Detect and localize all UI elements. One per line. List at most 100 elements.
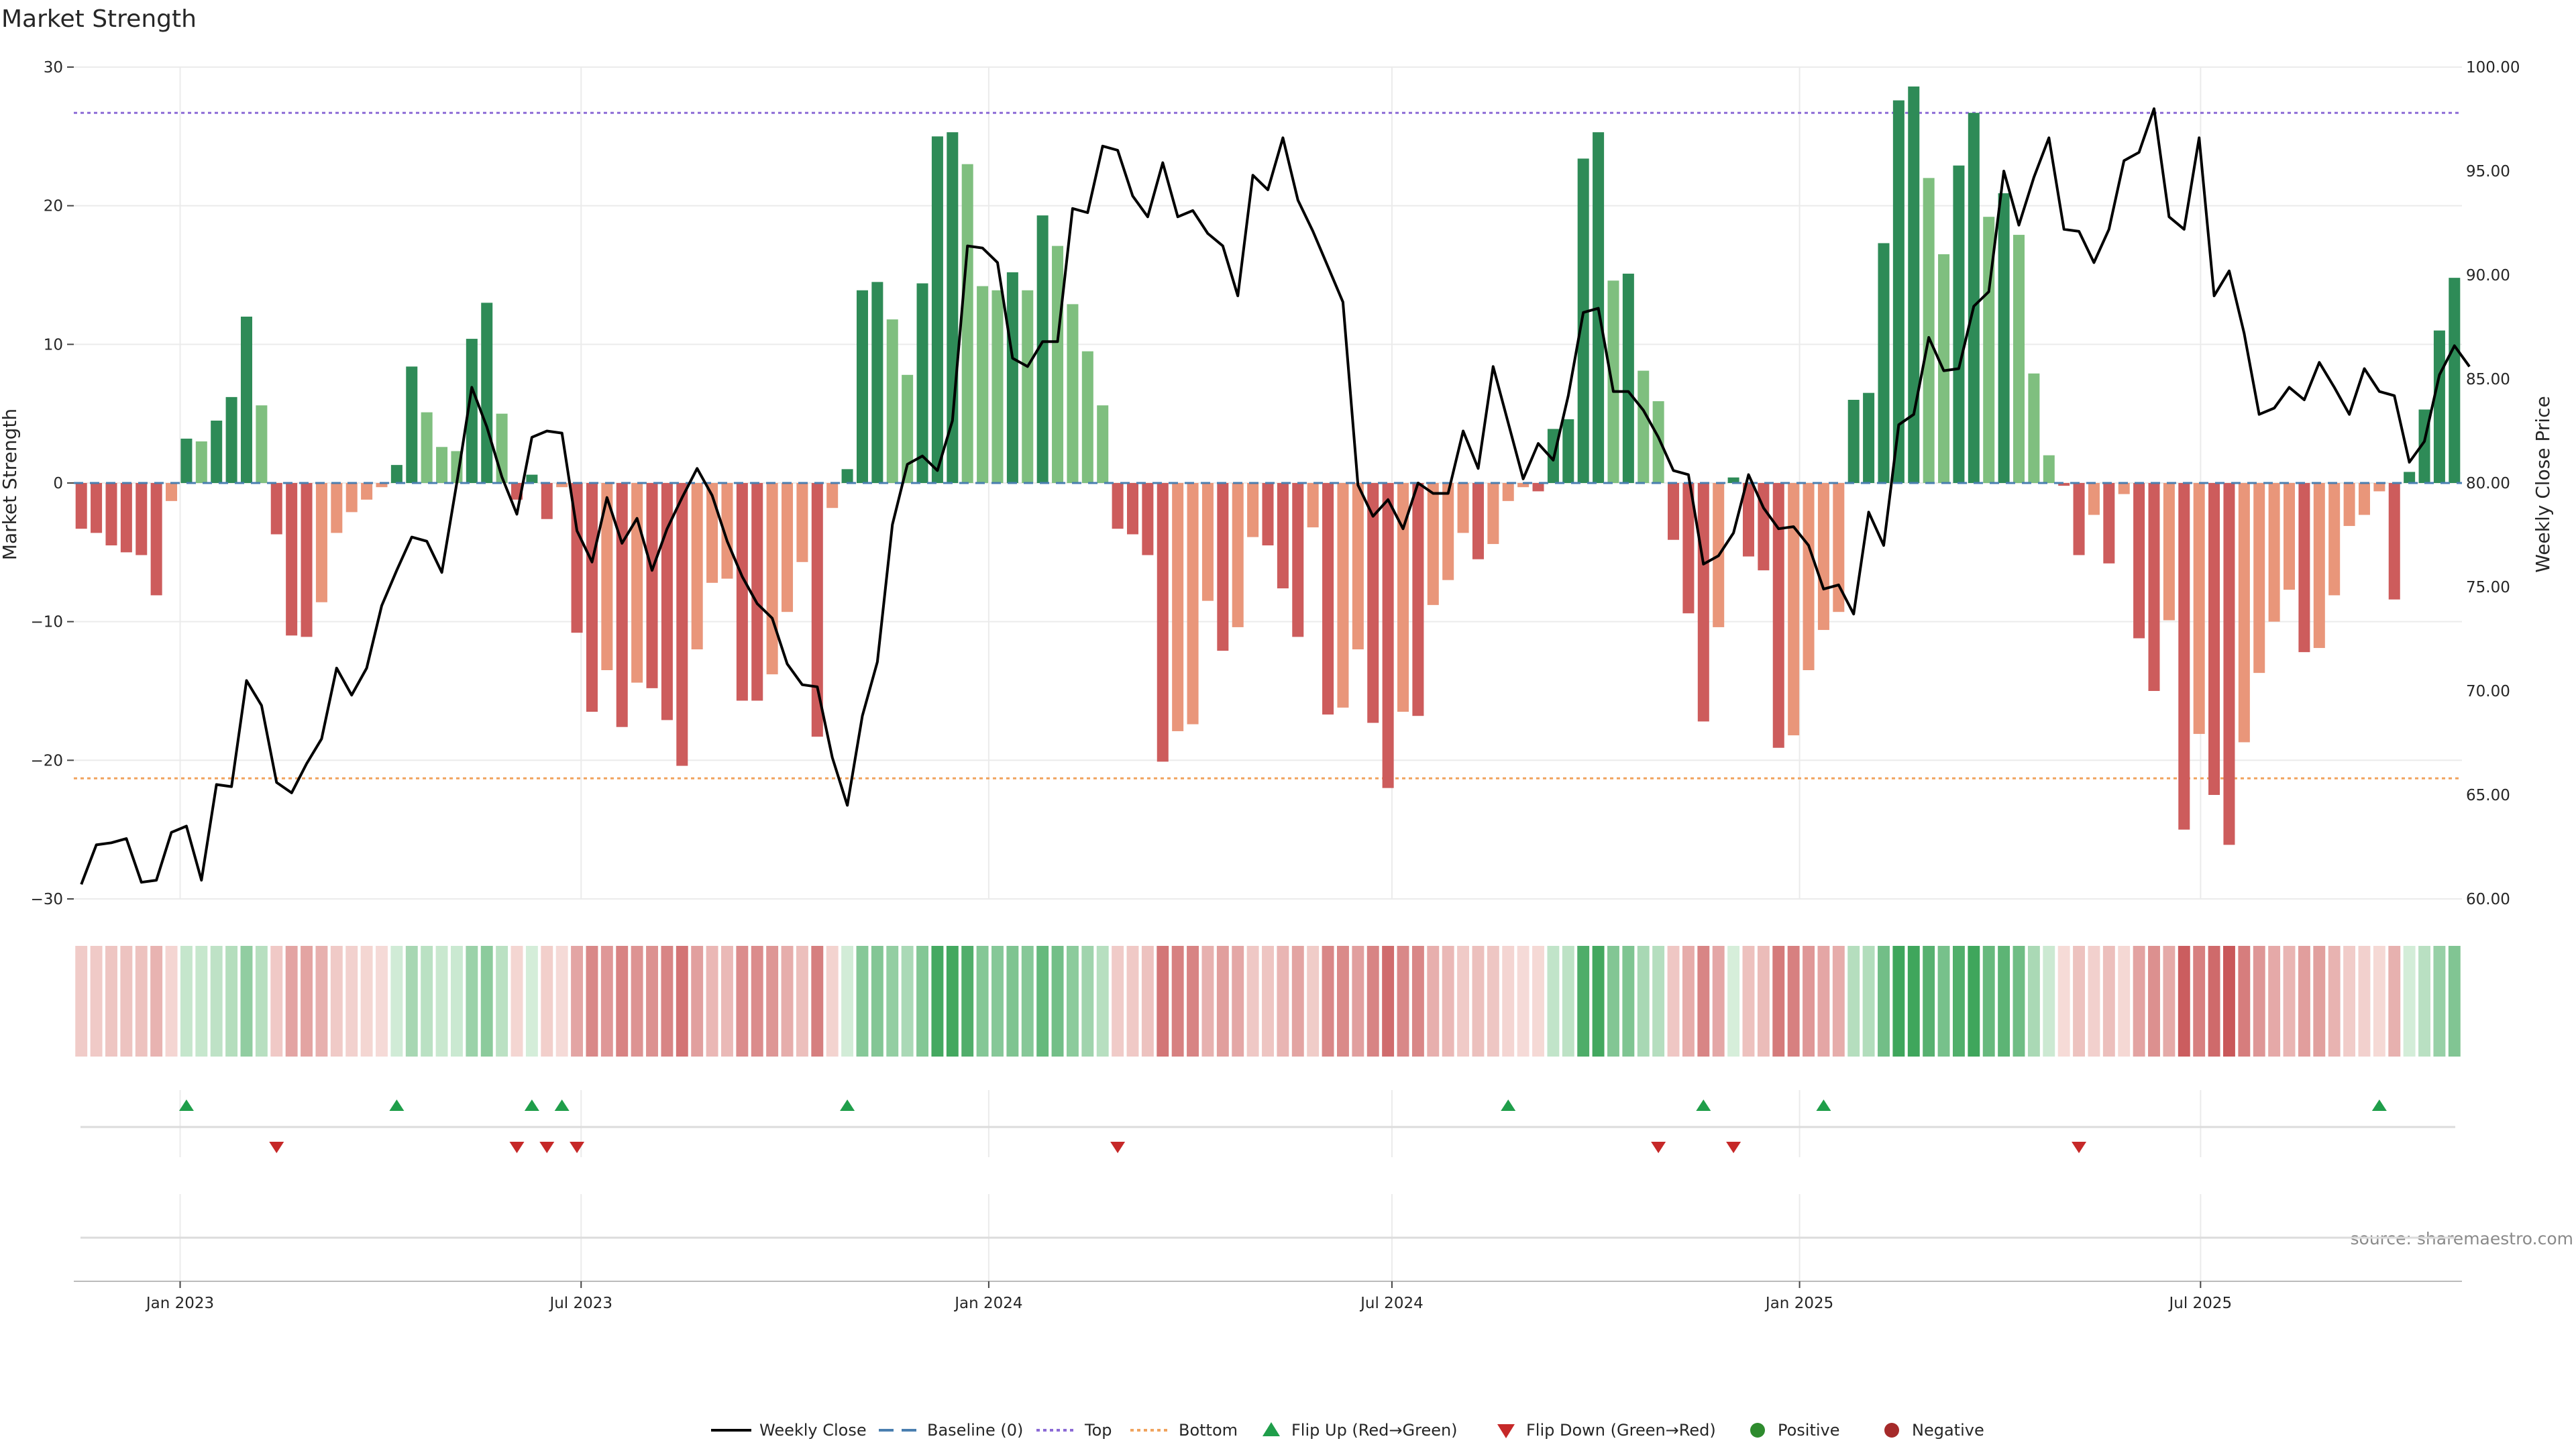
heat-cell — [376, 946, 388, 1057]
strength-bar — [826, 483, 839, 508]
heat-cell — [466, 946, 478, 1057]
strength-bar — [1262, 483, 1274, 545]
price-line — [80, 107, 2471, 885]
heat-cell — [721, 946, 733, 1057]
strength-bar — [2148, 483, 2160, 691]
flip-up-marker — [524, 1099, 539, 1111]
heat-cell — [736, 946, 749, 1057]
heat-cell — [2193, 946, 2206, 1057]
heat-cell — [1637, 946, 1650, 1057]
grid-lines — [74, 66, 2462, 1281]
strength-bar — [1412, 483, 1424, 716]
flip-down-marker — [269, 1142, 284, 1153]
heat-cell — [1968, 946, 1980, 1057]
heat-cell — [315, 946, 328, 1057]
strength-bar — [541, 483, 553, 519]
heat-cell — [450, 946, 463, 1057]
strength-bar — [1847, 400, 1860, 483]
heat-cell — [1817, 946, 1830, 1057]
strength-bar — [2012, 235, 2025, 483]
heat-cell — [1141, 946, 1154, 1057]
heat-cell — [210, 946, 223, 1057]
heat-cell — [2358, 946, 2371, 1057]
heat-cell — [600, 946, 613, 1057]
strength-bar — [1668, 483, 1680, 540]
heat-strip — [75, 946, 2461, 1057]
strength-bar — [961, 164, 973, 483]
strength-bar — [1307, 483, 1319, 528]
strength-bar — [2073, 483, 2085, 555]
heat-cell — [1982, 946, 1995, 1057]
strength-bar — [136, 483, 148, 555]
strength-bar — [902, 374, 914, 483]
legend-label: Positive — [1778, 1421, 1840, 1440]
heat-cell — [1081, 946, 1094, 1057]
strength-bar — [2088, 483, 2100, 515]
heat-cell — [105, 946, 117, 1057]
strength-bar — [2208, 483, 2220, 795]
heat-cell — [421, 946, 433, 1057]
strength-bar — [1352, 483, 1364, 649]
heat-cell — [270, 946, 283, 1057]
heat-cell — [2208, 946, 2220, 1057]
legend-item: Top — [1036, 1421, 1112, 1440]
flip-up-marker — [840, 1099, 855, 1111]
heat-cell — [766, 946, 779, 1057]
heat-cell — [2283, 946, 2296, 1057]
heat-cell — [1157, 946, 1169, 1057]
heat-cell — [1757, 946, 1770, 1057]
heat-cell — [1712, 946, 1725, 1057]
heat-cell — [1652, 946, 1665, 1057]
strength-bar — [1247, 483, 1259, 537]
strength-bar — [1052, 246, 1064, 483]
heat-cell — [1366, 946, 1379, 1057]
strength-bar — [736, 483, 748, 701]
strength-bar — [1472, 483, 1484, 559]
strength-bar — [1517, 483, 1529, 488]
heat-cell — [1892, 946, 1905, 1057]
heat-cell — [1952, 946, 1965, 1057]
heat-cell — [1427, 946, 1440, 1057]
legend-swatch-negative — [1884, 1423, 1899, 1438]
left-tick-label: −20 — [30, 752, 63, 769]
heat-cell — [1727, 946, 1740, 1057]
heat-cell — [1667, 946, 1680, 1057]
heat-cell — [1622, 946, 1635, 1057]
heat-cell — [2012, 946, 2025, 1057]
strength-bar — [886, 319, 898, 483]
heat-cell — [1502, 946, 1515, 1057]
heat-cell — [1291, 946, 1304, 1057]
strength-bar — [2404, 472, 2416, 483]
heat-cell — [871, 946, 883, 1057]
strength-bar — [931, 136, 943, 484]
flip-up-marker — [1501, 1099, 1516, 1111]
strength-bar — [796, 483, 808, 562]
heat-cell — [1682, 946, 1695, 1057]
heat-cell — [435, 946, 448, 1057]
strength-bar — [1622, 273, 1634, 483]
strength-bar — [195, 441, 207, 483]
legend-item: Positive — [1750, 1421, 1840, 1440]
heat-cell — [345, 946, 358, 1057]
heat-cell — [1336, 946, 1349, 1057]
heat-cell — [2388, 946, 2401, 1057]
strength-bar — [841, 469, 853, 483]
heat-cell — [1112, 946, 1124, 1057]
strength-bar — [2449, 278, 2461, 483]
strength-bar — [1457, 483, 1469, 533]
heat-cell — [2343, 946, 2356, 1057]
flip-markers-panel — [80, 1099, 2455, 1153]
heat-cell — [2088, 946, 2100, 1057]
strength-bar — [2328, 483, 2341, 596]
legend-label: Baseline (0) — [927, 1421, 1023, 1440]
heat-cell — [1096, 946, 1109, 1057]
x-tick-label: Jan 2025 — [1764, 1295, 1833, 1312]
heat-cell — [826, 946, 839, 1057]
strength-bar — [1607, 280, 1619, 483]
flip-down-marker — [2072, 1142, 2087, 1153]
heat-cell — [1232, 946, 1244, 1057]
heat-cell — [555, 946, 568, 1057]
heat-cell — [886, 946, 899, 1057]
strength-bar — [721, 483, 733, 579]
strength-bar — [301, 483, 313, 637]
